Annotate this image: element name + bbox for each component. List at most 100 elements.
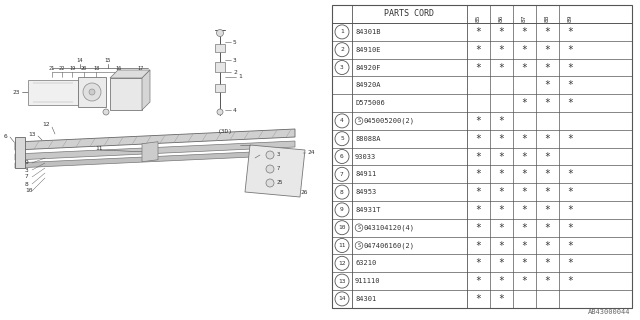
Text: 84301B: 84301B xyxy=(355,29,381,35)
Circle shape xyxy=(335,114,349,128)
Polygon shape xyxy=(15,129,295,150)
Text: *: * xyxy=(545,98,550,108)
Text: *: * xyxy=(522,45,527,55)
Text: *: * xyxy=(545,62,550,73)
Text: *: * xyxy=(499,276,504,286)
Text: *: * xyxy=(545,151,550,162)
Text: *: * xyxy=(476,223,481,233)
Text: D575006: D575006 xyxy=(355,100,385,106)
Text: 23: 23 xyxy=(12,90,19,94)
Text: *: * xyxy=(499,294,504,304)
Text: 88: 88 xyxy=(545,14,550,22)
Text: 3: 3 xyxy=(25,167,29,172)
Text: 22: 22 xyxy=(59,66,65,70)
Text: 26: 26 xyxy=(300,189,307,195)
Text: 84920F: 84920F xyxy=(355,65,381,70)
Text: *: * xyxy=(499,205,504,215)
Text: *: * xyxy=(476,151,481,162)
Text: 14: 14 xyxy=(76,59,83,63)
Text: *: * xyxy=(545,205,550,215)
Text: *: * xyxy=(476,62,481,73)
Text: *: * xyxy=(568,258,573,268)
Text: *: * xyxy=(522,98,527,108)
Text: *: * xyxy=(522,223,527,233)
Text: 93033: 93033 xyxy=(355,154,376,159)
Text: *: * xyxy=(522,134,527,144)
Text: *: * xyxy=(499,151,504,162)
Text: 8: 8 xyxy=(340,189,344,195)
Text: *: * xyxy=(476,116,481,126)
Circle shape xyxy=(335,60,349,75)
Text: *: * xyxy=(499,223,504,233)
Text: *: * xyxy=(499,134,504,144)
Text: 18: 18 xyxy=(93,66,99,70)
Text: 7: 7 xyxy=(340,172,344,177)
Text: *: * xyxy=(522,258,527,268)
Circle shape xyxy=(216,29,223,36)
Text: *: * xyxy=(522,205,527,215)
Bar xyxy=(78,77,106,107)
Text: *: * xyxy=(545,134,550,144)
Text: 25: 25 xyxy=(277,180,284,186)
Text: 6: 6 xyxy=(340,154,344,159)
Text: 11: 11 xyxy=(339,243,346,248)
Text: *: * xyxy=(522,241,527,251)
Text: 21: 21 xyxy=(49,66,55,70)
Text: 4: 4 xyxy=(233,108,237,113)
Text: *: * xyxy=(499,27,504,37)
Text: 9: 9 xyxy=(25,161,29,165)
Text: 4: 4 xyxy=(340,118,344,124)
Text: *: * xyxy=(499,116,504,126)
Text: 84911: 84911 xyxy=(355,171,376,177)
Text: *: * xyxy=(568,45,573,55)
Text: 84953: 84953 xyxy=(355,189,376,195)
Circle shape xyxy=(335,256,349,270)
Text: *: * xyxy=(476,27,481,37)
Text: *: * xyxy=(499,258,504,268)
Text: *: * xyxy=(476,294,481,304)
Text: *: * xyxy=(568,187,573,197)
Text: 5: 5 xyxy=(233,39,237,44)
Polygon shape xyxy=(15,137,25,168)
Text: 1: 1 xyxy=(340,29,344,34)
Text: 63210: 63210 xyxy=(355,260,376,266)
Circle shape xyxy=(103,109,109,115)
Polygon shape xyxy=(15,150,295,168)
Text: *: * xyxy=(545,187,550,197)
Text: 84301: 84301 xyxy=(355,296,376,302)
Text: *: * xyxy=(499,187,504,197)
Text: *: * xyxy=(476,276,481,286)
Circle shape xyxy=(89,89,95,95)
Circle shape xyxy=(335,292,349,306)
Text: AB43000044: AB43000044 xyxy=(588,309,630,315)
Text: 89: 89 xyxy=(568,14,573,22)
Circle shape xyxy=(335,185,349,199)
Text: 12: 12 xyxy=(339,261,346,266)
Polygon shape xyxy=(245,145,305,197)
Text: S: S xyxy=(357,225,360,230)
Text: 11: 11 xyxy=(95,146,102,150)
Text: 85: 85 xyxy=(476,14,481,22)
Text: *: * xyxy=(522,62,527,73)
Circle shape xyxy=(83,83,101,101)
Text: *: * xyxy=(476,205,481,215)
Text: 84920A: 84920A xyxy=(355,82,381,88)
Text: *: * xyxy=(476,241,481,251)
Text: *: * xyxy=(545,258,550,268)
Text: 12: 12 xyxy=(42,123,49,127)
Text: 8: 8 xyxy=(25,181,29,187)
Circle shape xyxy=(335,167,349,181)
Text: 3: 3 xyxy=(233,58,237,62)
Bar xyxy=(110,78,142,110)
Text: 2: 2 xyxy=(233,69,237,75)
Text: S: S xyxy=(357,243,360,248)
Circle shape xyxy=(335,25,349,39)
Text: *: * xyxy=(568,205,573,215)
Text: *: * xyxy=(545,169,550,179)
Circle shape xyxy=(335,149,349,164)
Text: 84910E: 84910E xyxy=(355,47,381,53)
Text: *: * xyxy=(568,223,573,233)
Polygon shape xyxy=(15,141,295,160)
Text: *: * xyxy=(568,80,573,90)
Text: *: * xyxy=(522,151,527,162)
